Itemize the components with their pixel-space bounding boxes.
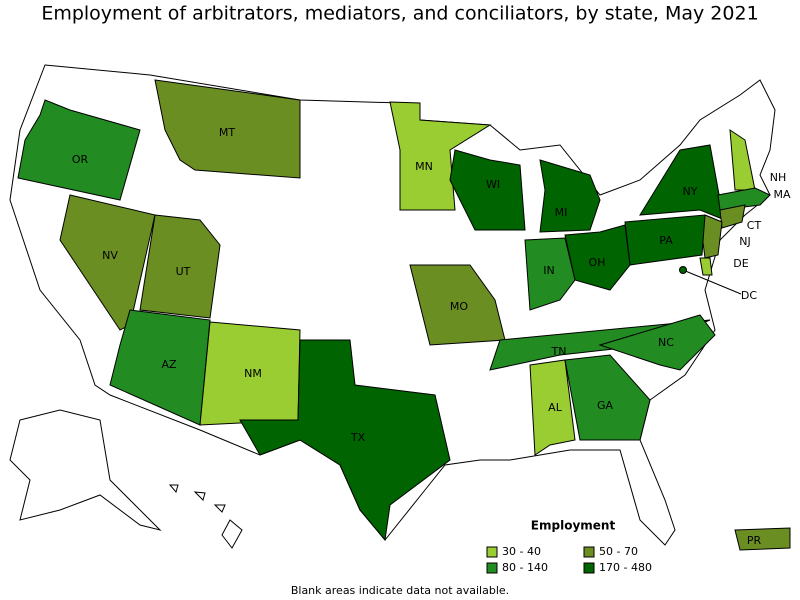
state-label: MI <box>555 206 568 219</box>
state <box>539 159 601 233</box>
state-label: TX <box>350 431 366 444</box>
state-label: OR <box>72 153 89 166</box>
legend-swatch <box>583 546 595 558</box>
state-label: MO <box>450 300 468 313</box>
state-label: AL <box>548 401 563 414</box>
state <box>154 79 301 179</box>
state-label: NJ <box>739 235 750 248</box>
state-label: OH <box>589 256 606 269</box>
state-label: GA <box>597 399 614 412</box>
legend-swatch <box>486 546 498 558</box>
legend-title: Employment <box>531 519 616 533</box>
legend-label: 170 - 480 <box>599 561 652 574</box>
state <box>109 309 211 426</box>
state <box>409 264 506 346</box>
state-label: PR <box>747 534 762 547</box>
state-label: DC <box>741 289 757 302</box>
leader-line <box>682 269 742 295</box>
state-label: WI <box>486 178 500 191</box>
state <box>139 214 221 319</box>
state-label: MT <box>219 126 235 139</box>
state-label: NY <box>683 185 698 198</box>
state-label: CT <box>747 219 762 232</box>
legend: 30 - 40 50 - 70 80 - 140 170 - 480 <box>486 545 652 574</box>
state <box>564 354 651 441</box>
state-label: NV <box>102 249 118 262</box>
state-label: TN <box>551 345 567 358</box>
state-label: NH <box>770 171 787 184</box>
state-label: NC <box>658 336 674 349</box>
state <box>389 101 492 211</box>
state <box>239 339 451 542</box>
footnote: Blank areas indicate data not available. <box>291 584 509 597</box>
state <box>529 359 576 456</box>
legend-swatch <box>486 562 498 574</box>
state <box>734 527 791 551</box>
state <box>717 187 771 211</box>
state <box>17 99 141 201</box>
state-label: MA <box>773 188 790 201</box>
state <box>699 257 713 276</box>
legend-label: 30 - 40 <box>502 545 541 558</box>
state-label: MN <box>415 160 433 173</box>
state-label: AZ <box>161 358 177 371</box>
state-label: DE <box>733 257 748 270</box>
legend-swatch <box>583 562 595 574</box>
legend-label: 80 - 140 <box>502 561 548 574</box>
legend-label: 50 - 70 <box>599 545 638 558</box>
hawaii <box>168 484 243 549</box>
state <box>598 314 716 371</box>
state-label: PA <box>659 234 673 247</box>
map-title: Employment of arbitrators, mediators, an… <box>41 3 758 25</box>
states: OR MT MN WI MI NY NH MA CT NJ DE DC PA OH IN NV UT MO AZ NM… <box>17 79 791 551</box>
state <box>449 149 526 231</box>
alaska <box>9 409 162 531</box>
state <box>524 237 576 311</box>
state-label: NM <box>244 367 262 380</box>
state-label: UT <box>176 265 191 278</box>
state <box>679 266 687 274</box>
state-label: IN <box>543 264 554 277</box>
